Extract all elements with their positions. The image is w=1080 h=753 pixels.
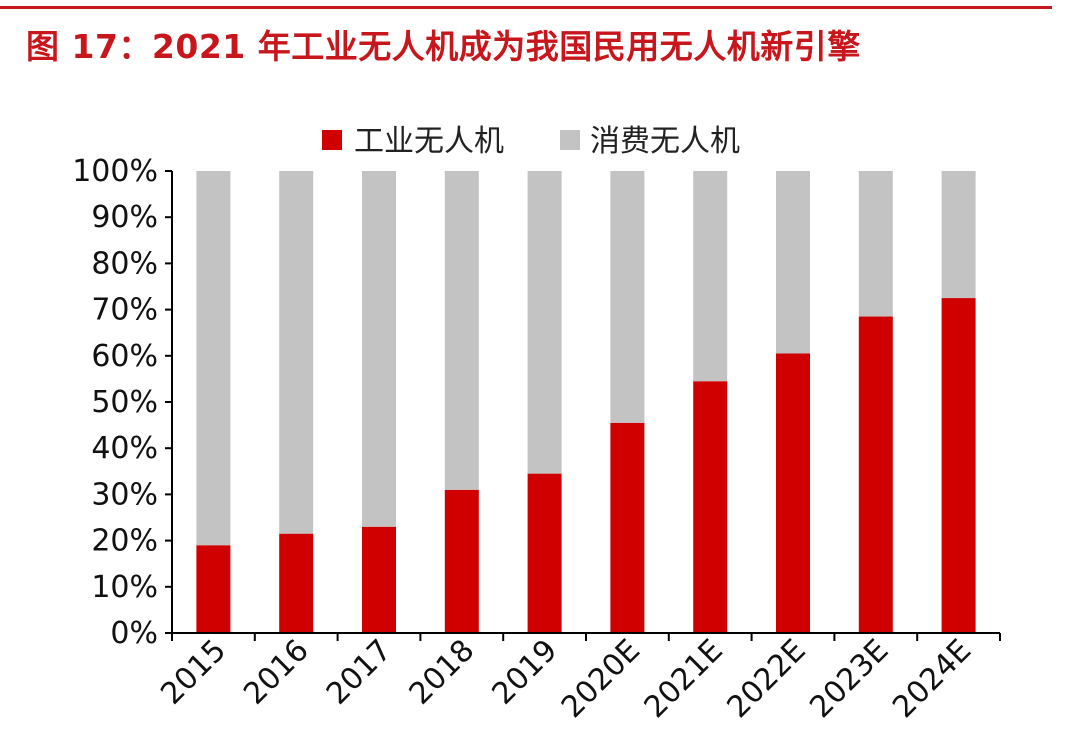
y-tick-label: 90% (91, 200, 158, 235)
legend-label-industrial: 工业无人机 (354, 124, 504, 159)
legend-swatch-consumer (560, 130, 580, 150)
bar-industrial-2024E (941, 298, 976, 633)
bar-industrial-2020E (610, 422, 645, 633)
bar-consumer-2023E (858, 171, 893, 317)
bar-industrial-2017 (362, 526, 396, 633)
x-axis: 2015 2016 2017 2018 20192020E2021E2022E2023E… (154, 632, 1001, 725)
x-tick-label: 2019 (486, 633, 565, 712)
legend-swatch-industrial (322, 130, 342, 150)
bars (196, 171, 976, 633)
x-tick-label: 2017 (320, 633, 399, 712)
y-tick-label: 70% (91, 293, 158, 328)
bar-consumer-2017 (362, 171, 396, 527)
chart-title: 图 17：2021 年工业无人机成为我国民用无人机新引擎 (26, 27, 861, 66)
x-tick-label: 2021E (638, 633, 730, 725)
bar-industrial-2022E (776, 353, 810, 633)
bar-industrial-2016 (279, 533, 314, 633)
bar-consumer-2018 (444, 171, 479, 490)
bar-consumer-2015 (196, 171, 231, 546)
legend: 工业无人机 消费无人机 (322, 124, 740, 159)
y-axis: 0% 10% 20% 30% 40% 50% 60% 70% 80% 90% 100% (72, 154, 173, 651)
x-tick-label: 2020E (555, 633, 647, 725)
x-tick-label: 2023E (803, 633, 895, 725)
y-tick-label: 0% (110, 616, 158, 651)
bar-consumer-2024E (941, 171, 976, 299)
x-tick-label: 2016 (237, 633, 316, 712)
y-tick-label: 40% (91, 431, 158, 466)
bar-industrial-2019 (527, 473, 562, 633)
bar-industrial-2023E (858, 316, 893, 633)
top-rule (0, 6, 1052, 9)
y-tick-label: 10% (91, 570, 158, 605)
x-tick-label: 2015 (154, 633, 233, 712)
x-tick-label: 2018 (403, 633, 482, 712)
bar-consumer-2020E (610, 171, 645, 423)
x-tick-label: 2024E (886, 633, 978, 725)
y-tick-label: 50% (91, 385, 158, 420)
bar-industrial-2021E (693, 381, 728, 633)
y-tick-label: 60% (91, 339, 158, 374)
bar-consumer-2016 (279, 171, 314, 534)
bar-consumer-2019 (527, 171, 562, 474)
x-tick-label: 2022E (721, 633, 813, 725)
y-tick-label: 30% (91, 477, 158, 512)
bar-industrial-2018 (444, 489, 479, 633)
y-tick-label: 20% (91, 524, 158, 559)
bar-consumer-2021E (693, 171, 728, 382)
y-tick-label: 100% (72, 154, 158, 189)
legend-label-consumer: 消费无人机 (590, 124, 740, 159)
bar-consumer-2022E (776, 171, 810, 354)
y-tick-label: 80% (91, 246, 158, 281)
bar-industrial-2015 (196, 545, 231, 633)
